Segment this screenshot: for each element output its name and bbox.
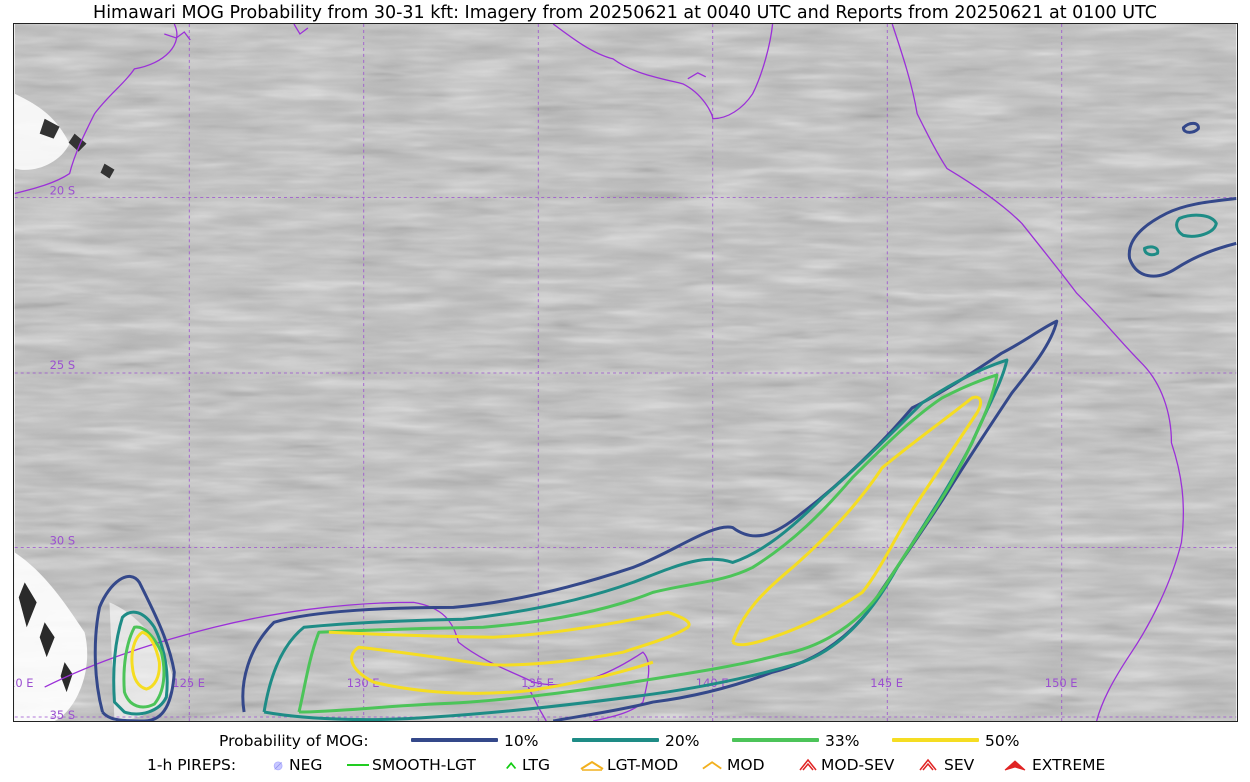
lon-label-120e: 120 E [13,676,34,690]
legend-swatch-20-percent [572,738,659,742]
lat-label-35s: 35 S [50,708,75,722]
legend-item-10-percent: 10% [411,732,538,750]
pireps-legend: 1-h PIREPS: NEG SMOOTH-LGT LTG LGT-MOD M… [0,756,1250,776]
legend-item-33-percent: 33% [732,732,859,750]
pireps-legend-label: 1-h PIREPS: [147,756,237,774]
lat-label-30s: 30 S [50,534,75,548]
lon-label-125e: 125 E [172,676,205,690]
coastline [14,24,1185,721]
contour-33-percent-west [122,625,166,709]
satellite-map: 20 S 25 S 30 S 35 S 120 E 125 E 130 E 13… [13,23,1238,722]
pirep-label-sev: SEV [944,756,975,774]
pirep-label-lgt-mod: LGT-MOD [607,756,679,774]
chevron-icon [702,761,722,770]
pirep-label-ltg: LTG [522,756,550,774]
legend-swatch-10-percent [411,738,498,742]
contour-33-percent-main [297,373,999,714]
pirep-label-neg: NEG [289,756,323,774]
pirep-item-mod-sev: MOD-SEV [798,756,894,774]
pirep-item-lgt-mod: LGT-MOD [580,756,678,774]
line-icon [347,764,369,766]
pirep-label-extreme: EXTREME [1032,756,1106,774]
pirep-item-mod: MOD [702,756,765,774]
pirep-label-mod: MOD [727,756,765,774]
pirep-label-mod-sev: MOD-SEV [821,756,895,774]
pirep-item-ltg: LTG [505,756,550,774]
pirep-item-sev: SEV [918,756,974,774]
legend-swatch-50-percent [892,738,979,742]
contour-20-percent-main [262,358,1009,721]
double-chevron-icon [799,758,817,771]
neg-circle-icon [273,761,283,771]
double-chevron-icon [580,760,604,771]
pirep-item-smooth-lgt: SMOOTH-LGT [347,756,476,774]
pirep-item-neg: NEG [272,756,322,774]
legend-swatch-33-percent [732,738,819,742]
contour-50-percent-main [328,610,691,695]
lat-labels: 20 S 25 S 30 S 35 S [50,184,75,722]
contour-20-percent-west [112,610,169,716]
contour-50-percent-band [731,395,983,647]
legend-label-33-percent: 33% [825,732,860,750]
legend-label-20-percent: 20% [665,732,700,750]
lon-label-150e: 150 E [1045,676,1078,690]
lon-label-145e: 145 E [870,676,903,690]
pirep-label-smooth-lgt: SMOOTH-LGT [372,756,476,774]
contour-10-percent-east [1127,197,1237,278]
chevron-icon [506,761,517,770]
legend-item-20-percent: 20% [572,732,699,750]
double-chevron-icon [919,758,937,771]
contour-20-percent-east [1175,213,1218,238]
pirep-item-extreme: EXTREME [1004,756,1105,774]
cloud-patches [14,93,175,721]
legend-label-50-percent: 50% [985,732,1020,750]
filled-chevron-icon [1004,760,1026,771]
lat-label-25s: 25 S [50,358,75,372]
lat-label-20s: 20 S [50,184,75,198]
probability-legend: Probability of MOG: 10% 20% 33% 50% [0,732,1250,752]
contour-20-percent-east-small [1143,245,1160,257]
probability-legend-label: Probability of MOG: [219,732,369,750]
contour-10-percent-east-small [1181,121,1200,134]
lat-lon-grid [14,24,1237,721]
legend-label-10-percent: 10% [504,732,539,750]
figure-title: Himawari MOG Probability from 30-31 kft:… [93,3,1157,23]
contour-50-percent-west [130,630,161,691]
legend-item-50-percent: 50% [892,732,1019,750]
